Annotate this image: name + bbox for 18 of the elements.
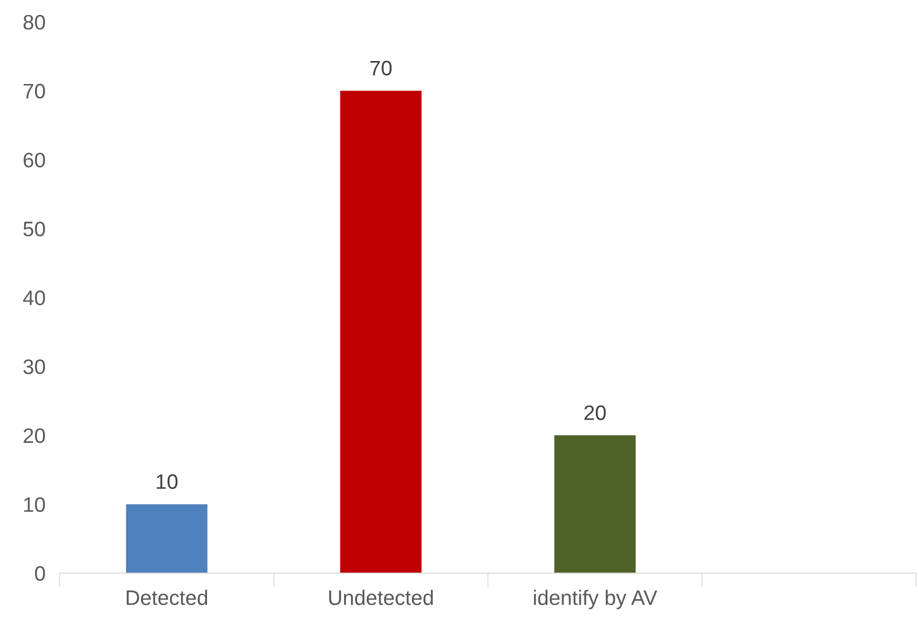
y-tick-label: 40 [23, 290, 45, 306]
x-tick-label: Detected [126, 590, 208, 606]
y-tick-label: 10 [24, 497, 45, 512]
x-tick-label: identify by AV [534, 590, 658, 610]
data-label: 20 [584, 405, 606, 420]
data-label: 70 [370, 60, 392, 76]
y-tick-label: 80 [24, 14, 45, 30]
y-tick-label: 20 [24, 428, 45, 444]
data-label: 10 [156, 474, 178, 489]
bar [340, 90, 422, 574]
x-tick-label: Undetected [329, 590, 433, 606]
bar [126, 504, 208, 574]
y-tick-label: 0 [35, 566, 45, 581]
y-tick-label: 60 [24, 152, 45, 168]
y-tick-label: 30 [23, 359, 45, 374]
y-tick-label: 50 [23, 222, 45, 236]
y-tick-label: 70 [24, 84, 45, 99]
bar [554, 435, 636, 574]
